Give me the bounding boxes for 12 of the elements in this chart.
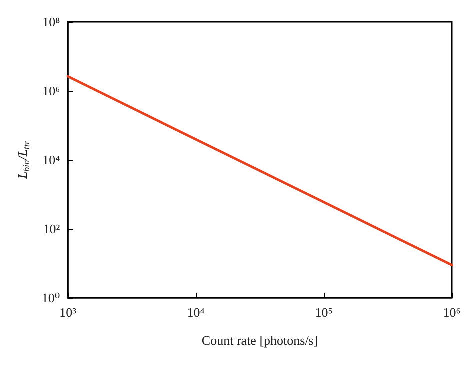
- x-tick-label: 10³: [60, 305, 77, 320]
- y-axis-title: Lbin/Lttr: [15, 140, 32, 180]
- y-tick-label: 10²: [43, 222, 60, 236]
- y-tick-label: 10⁰: [42, 290, 60, 306]
- x-tick-label: 10⁴: [187, 305, 206, 320]
- line-series: [66, 75, 454, 266]
- y-tick-label: 10⁸: [42, 14, 61, 30]
- y-tick-label: 10⁴: [42, 152, 61, 168]
- x-tick-label: 10⁵: [315, 305, 333, 320]
- x-axis-title: Count rate [photons/s]: [202, 333, 318, 348]
- y-tick-label: 10⁶: [42, 84, 60, 98]
- x-tick-label: 10⁶: [443, 305, 461, 320]
